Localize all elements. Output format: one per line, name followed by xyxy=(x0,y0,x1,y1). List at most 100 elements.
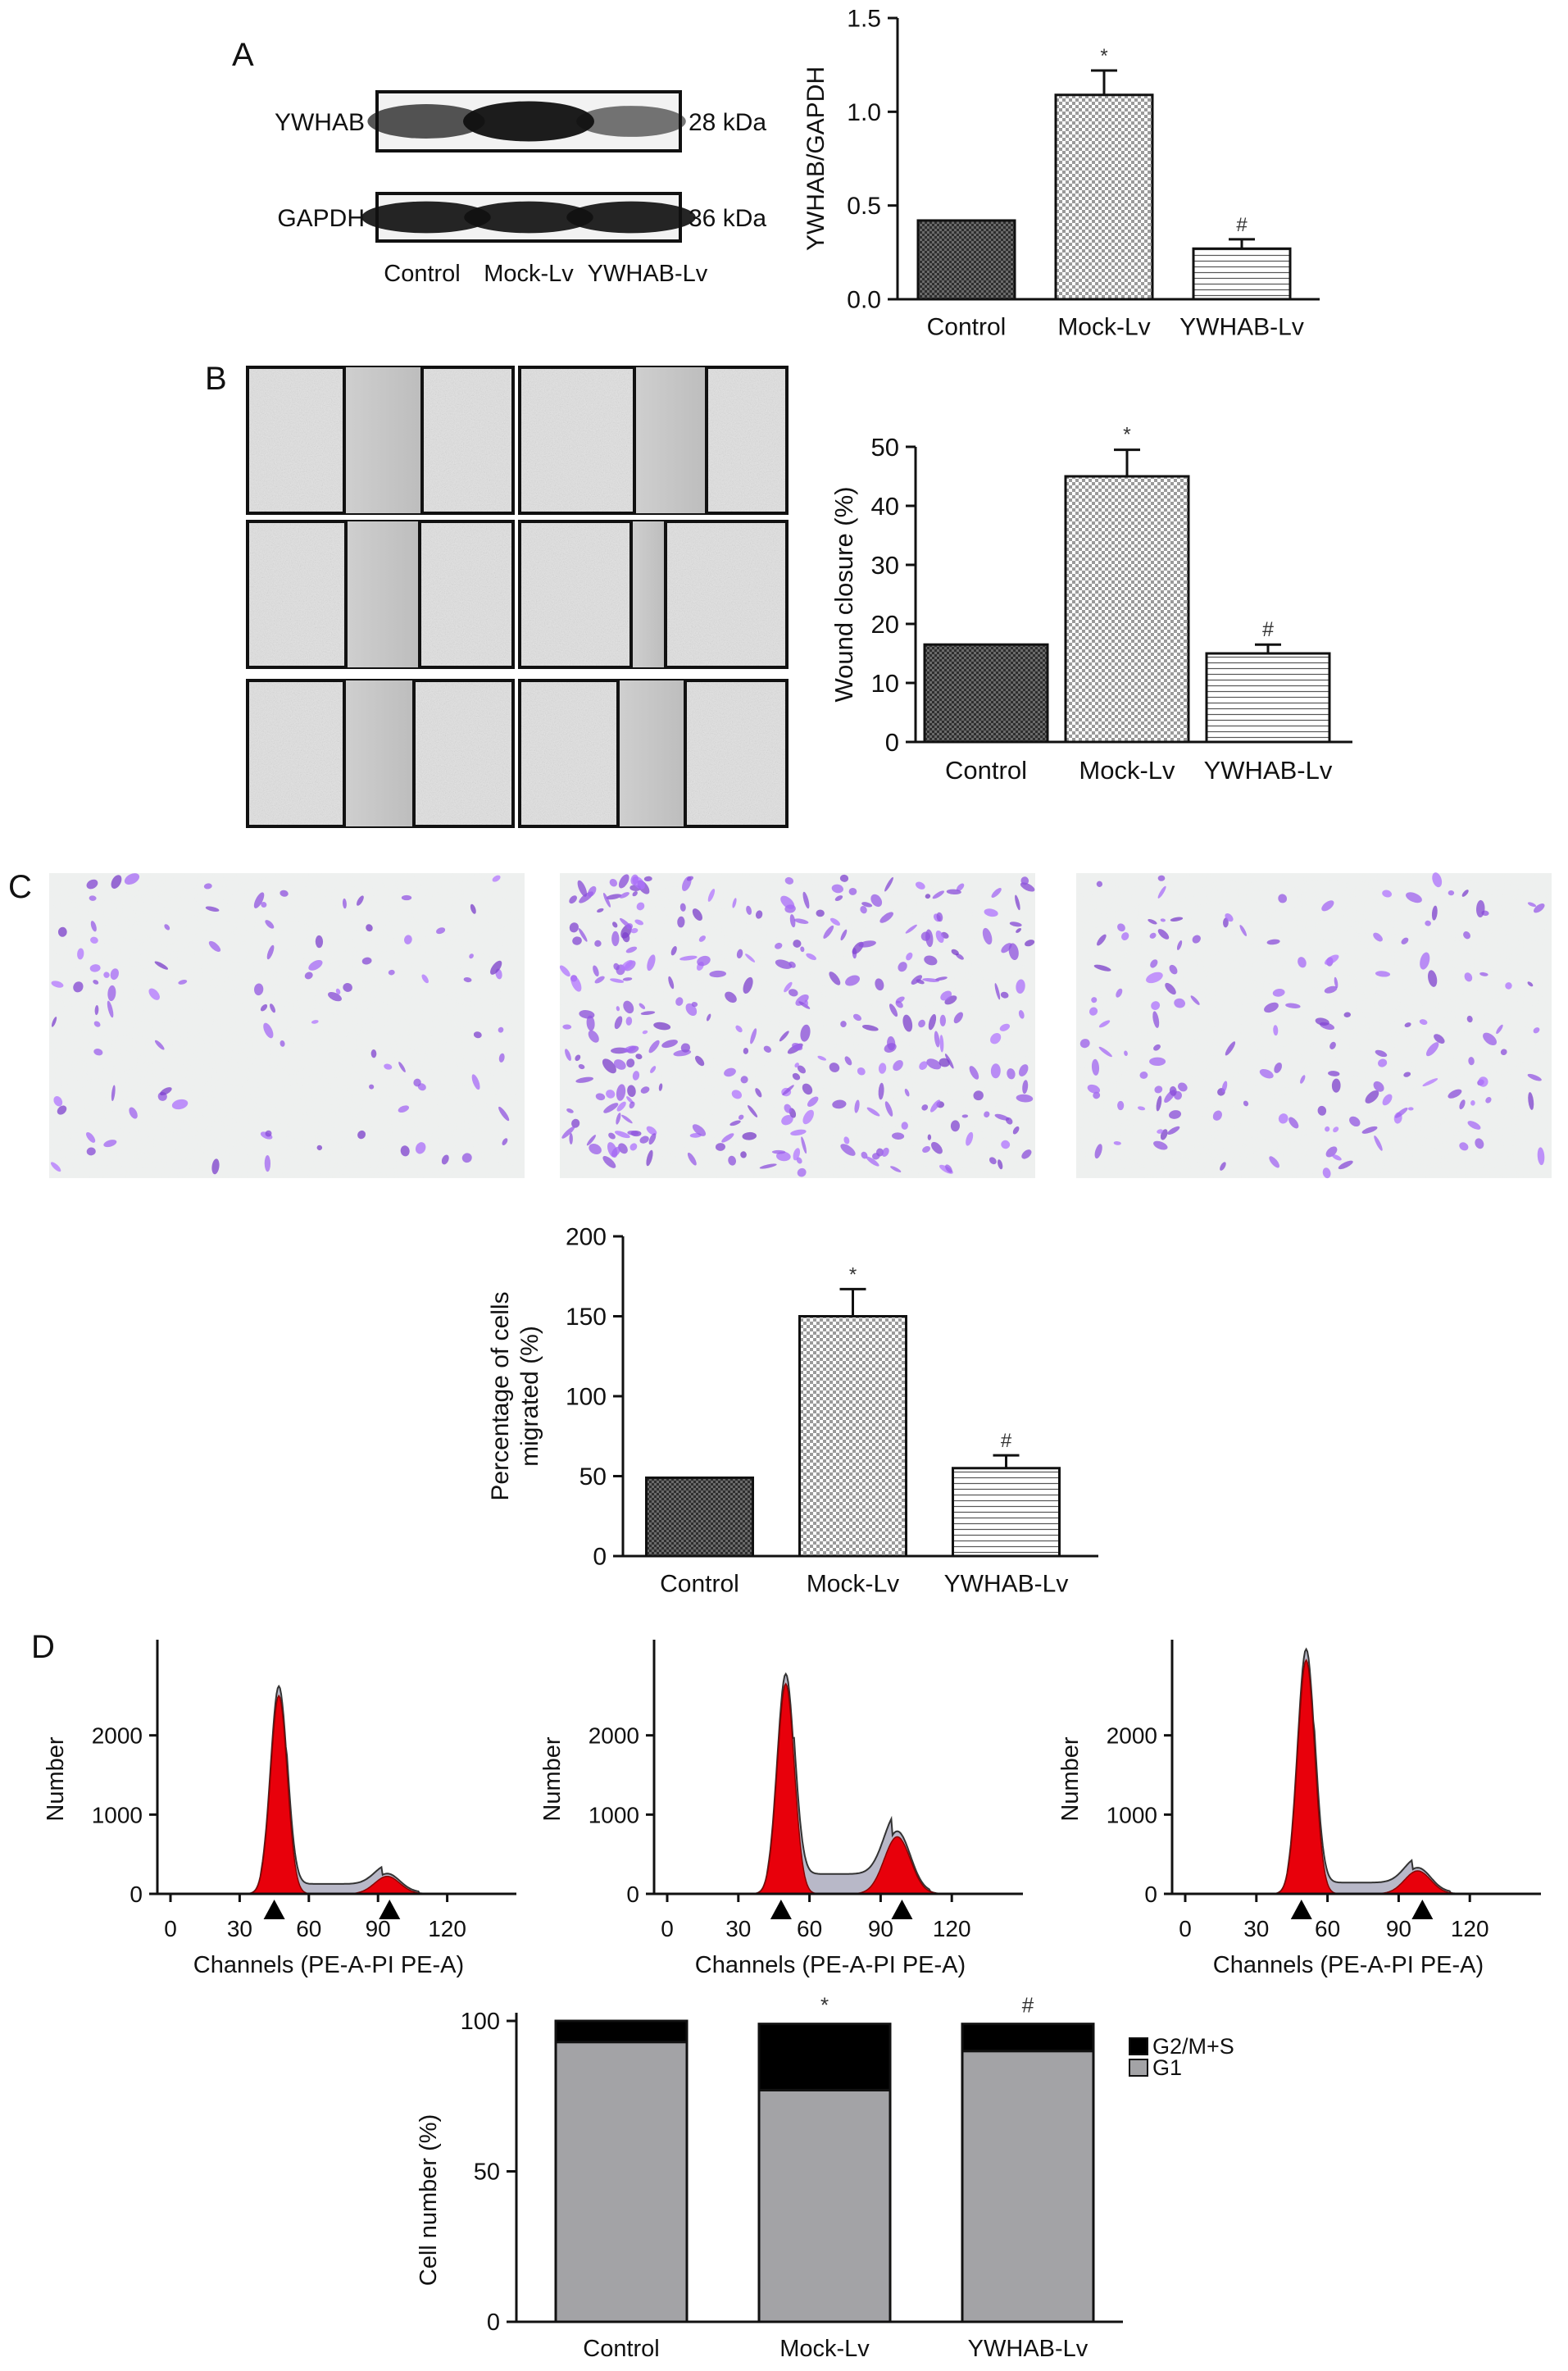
stained-cell xyxy=(614,1016,623,1030)
stained-cell xyxy=(609,878,618,887)
stained-cell xyxy=(924,955,938,966)
y-tick-label: 100 xyxy=(566,1384,607,1411)
stained-cell xyxy=(1097,934,1107,946)
stained-cell xyxy=(779,1031,789,1042)
y-tick-label: 50 xyxy=(871,433,899,462)
stained-cell xyxy=(266,944,275,960)
scratch-gap xyxy=(344,367,422,513)
stained-cell xyxy=(50,1162,61,1172)
x-tick-label: 30 xyxy=(725,1916,751,1941)
stained-cell xyxy=(1001,1140,1011,1149)
stained-cell xyxy=(1420,952,1430,970)
stained-cell xyxy=(1343,1012,1352,1017)
stained-cell xyxy=(893,1060,903,1072)
stained-cell xyxy=(776,1151,791,1162)
stained-cell xyxy=(603,1103,619,1113)
y-tick-label: 1.0 xyxy=(847,99,881,126)
x-tick-label: 120 xyxy=(933,1916,971,1941)
stained-cell xyxy=(697,955,711,967)
stained-cell xyxy=(969,1066,979,1080)
g1-peak xyxy=(245,1694,312,1895)
stained-cell xyxy=(748,1104,758,1117)
stained-cell xyxy=(93,1049,103,1056)
stained-cell xyxy=(794,1063,799,1068)
membrane-texture xyxy=(49,873,525,1178)
stained-cell xyxy=(1269,1156,1279,1168)
y-tick-label: 0 xyxy=(626,1882,639,1907)
stained-cell xyxy=(620,917,632,929)
g1-peak xyxy=(752,1682,820,1895)
stained-cell xyxy=(627,1085,636,1098)
stained-cell xyxy=(940,990,952,1001)
stained-cell xyxy=(587,885,597,897)
stained-cell xyxy=(944,1054,954,1069)
stained-cell xyxy=(1394,1107,1408,1118)
stained-cell xyxy=(618,1143,628,1154)
blot-lane-label: Mock-Lv xyxy=(484,261,574,287)
y-tick-label: 0 xyxy=(130,1882,143,1907)
stained-cell xyxy=(630,874,639,885)
stained-cell xyxy=(1008,943,1019,960)
stained-cell xyxy=(369,1084,375,1090)
stained-cell xyxy=(316,1145,323,1151)
stained-cell xyxy=(1212,1110,1223,1121)
bar-ywhab-lv xyxy=(952,1467,1061,1558)
stained-cell xyxy=(743,1047,749,1054)
stained-cell xyxy=(1146,972,1163,984)
stained-cell xyxy=(1137,1106,1146,1111)
stained-cell xyxy=(404,935,412,944)
stained-cell xyxy=(889,1003,898,1017)
scratch-gap xyxy=(631,521,666,667)
stained-cell xyxy=(1419,1019,1428,1025)
stained-cell xyxy=(892,1132,905,1140)
y-tick-label: 0 xyxy=(593,1544,607,1571)
stained-cell xyxy=(640,1086,650,1094)
stained-cell xyxy=(1225,912,1234,922)
gate-marker xyxy=(1290,1900,1312,1919)
stained-cell xyxy=(208,940,221,953)
panel-b-letter: B xyxy=(205,361,227,397)
stained-cell xyxy=(648,1133,657,1145)
stained-cell xyxy=(335,988,341,994)
stained-cell xyxy=(154,1040,165,1050)
y-tick-label: 0.0 xyxy=(847,287,881,314)
stained-cell xyxy=(1025,940,1035,947)
stained-cell xyxy=(881,1147,889,1157)
stained-cell xyxy=(926,1058,942,1070)
stained-cell xyxy=(1329,1041,1336,1049)
stained-cell xyxy=(788,989,798,997)
stained-cell xyxy=(1117,1100,1125,1111)
stained-cell xyxy=(1478,1076,1488,1087)
stained-cell xyxy=(732,898,737,908)
stained-cell xyxy=(103,1140,117,1148)
stained-cell xyxy=(834,895,843,901)
x-tick-label: 60 xyxy=(797,1916,822,1941)
stained-cell xyxy=(463,976,472,983)
stained-cell xyxy=(1225,1041,1236,1056)
gate-marker xyxy=(770,1900,792,1919)
stained-cell xyxy=(845,975,860,986)
stained-cell xyxy=(854,1099,860,1113)
stained-cell xyxy=(280,890,289,897)
stained-cell xyxy=(771,1149,786,1154)
y-tick-label: 2000 xyxy=(1107,1723,1157,1749)
stained-cell xyxy=(86,1147,96,1156)
western-blot: YWHAB 28 kDa GAPDH 36 kDa Control Mock-Lv YWHA… xyxy=(275,90,766,287)
stained-cell xyxy=(611,931,620,947)
stained-cell xyxy=(1278,894,1288,903)
stained-cell xyxy=(1403,1072,1411,1077)
bar-mock-lv xyxy=(1054,93,1154,301)
y-axis-label: Percentage of cells xyxy=(487,1291,514,1500)
stained-cell xyxy=(111,1085,116,1102)
stained-cell xyxy=(1015,894,1020,911)
stained-cell xyxy=(698,935,706,942)
stained-cell xyxy=(931,1141,943,1154)
stained-cell xyxy=(588,1030,599,1043)
stained-cell xyxy=(742,1131,757,1140)
stained-cell xyxy=(640,1011,656,1016)
stained-cell xyxy=(695,1055,705,1067)
stained-cell xyxy=(775,942,783,949)
stained-cell xyxy=(796,1157,802,1164)
stained-cell xyxy=(1527,1073,1542,1081)
y-tick-label: 0 xyxy=(1144,1882,1157,1907)
